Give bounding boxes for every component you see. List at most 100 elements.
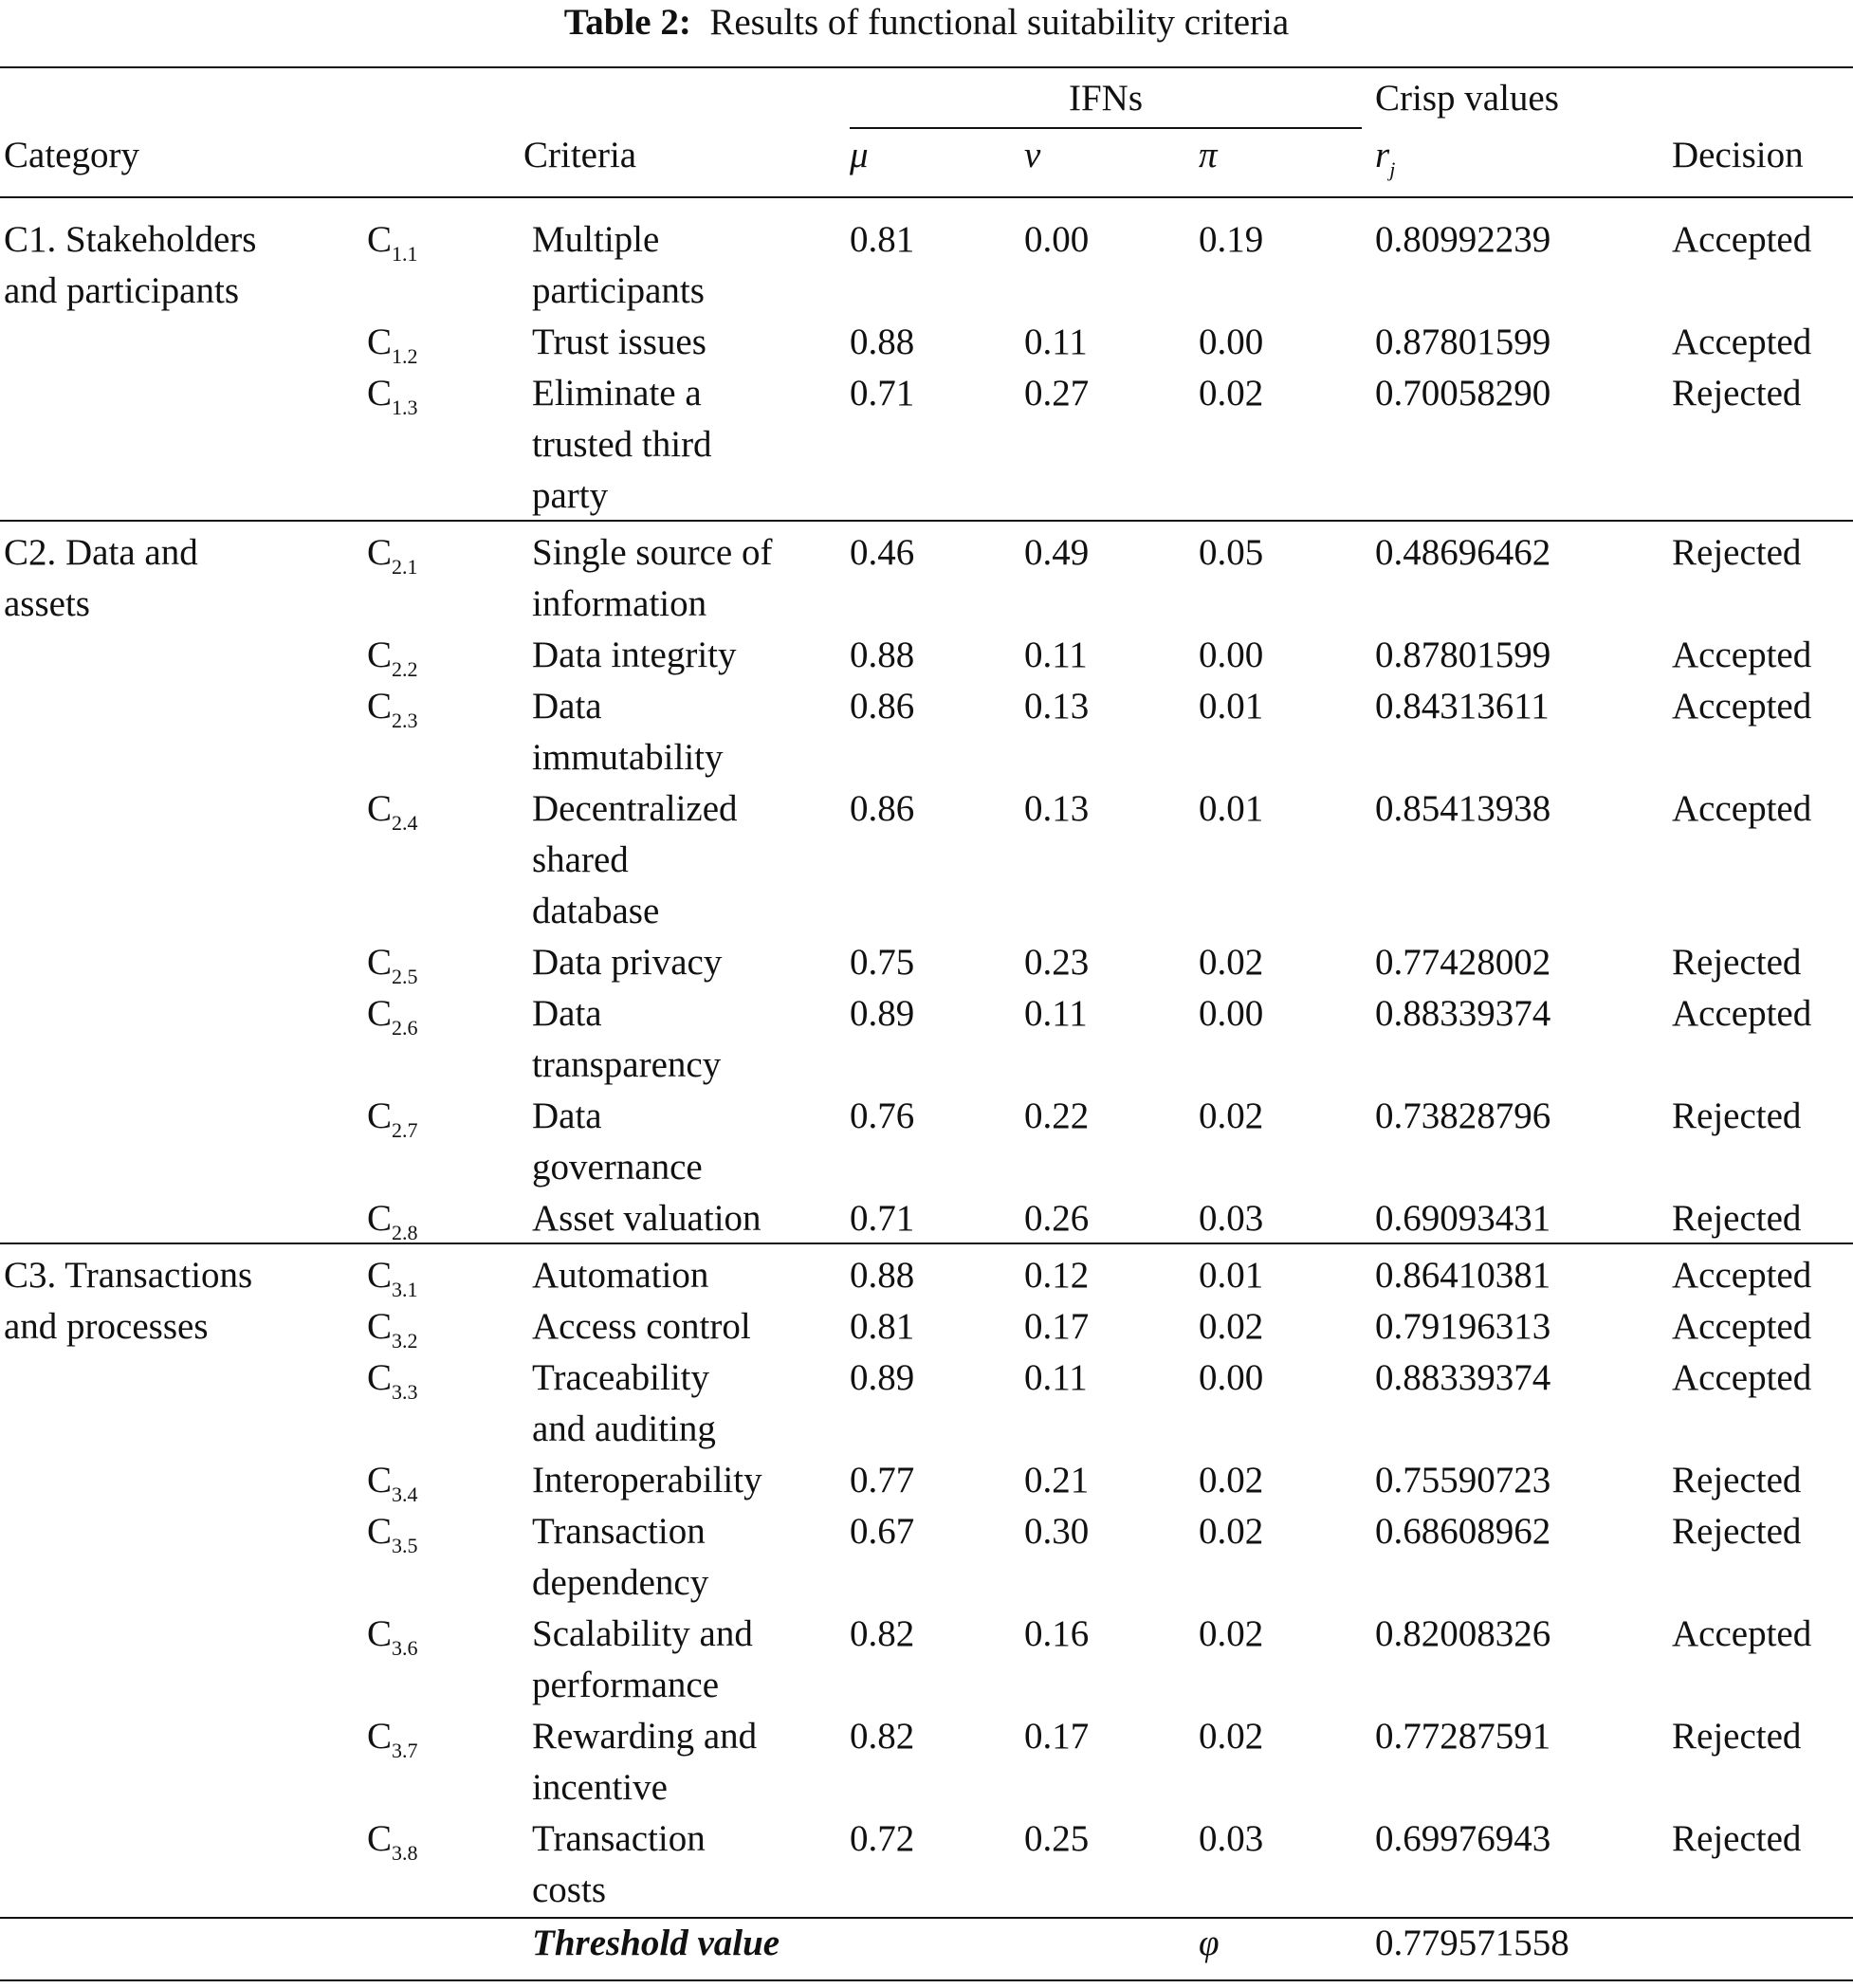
rule	[0, 1917, 1853, 1919]
cell-crisp: 0.80992239	[1375, 219, 1551, 260]
category: C1. Stakeholders	[4, 219, 257, 260]
header-cell: Criteria	[523, 135, 637, 175]
criterion: information	[532, 583, 707, 624]
criterion-code: C2.6	[367, 988, 418, 1040]
criterion-code-base: C	[367, 322, 393, 362]
criterion: performance	[532, 1665, 720, 1705]
cell-decision: Rejected	[1672, 1716, 1802, 1757]
cell-mu: 0.71	[850, 373, 915, 414]
criterion-code-sub: 3.6	[392, 1636, 418, 1660]
criterion-code-sub: 1.2	[392, 344, 418, 368]
cell-mu: 0.72	[850, 1818, 915, 1859]
category: assets	[4, 583, 90, 624]
criterion-code: C2.5	[367, 937, 418, 988]
rule	[0, 196, 1853, 198]
criterion-code-base: C	[367, 219, 393, 260]
cell-mu: 0.75	[850, 942, 915, 983]
cell-nu: 0.12	[1024, 1255, 1090, 1296]
criterion-code-base: C	[367, 373, 393, 414]
cell-nu: 0.11	[1024, 635, 1088, 675]
criterion-code: C3.2	[367, 1301, 418, 1353]
cell-mu: 0.86	[850, 686, 915, 727]
cell-nu: 0.21	[1024, 1460, 1090, 1500]
criterion-code-sub: 1.3	[392, 396, 418, 419]
criterion: Traceability	[532, 1357, 710, 1398]
cell-pi: 0.02	[1199, 1095, 1264, 1136]
cell-crisp: 0.75590723	[1375, 1460, 1551, 1500]
cell-nu: 0.16	[1024, 1613, 1090, 1654]
criterion: Access control	[532, 1306, 751, 1347]
criterion-code-sub: 3.2	[392, 1329, 418, 1353]
cell-pi: 0.03	[1199, 1198, 1264, 1239]
criterion-code-base: C	[367, 1306, 393, 1347]
criterion-code: C2.1	[367, 527, 418, 579]
cell-nu: 0.11	[1024, 322, 1088, 362]
criterion-code: C3.6	[367, 1609, 418, 1660]
cell-mu: 0.82	[850, 1716, 915, 1757]
cell-crisp: 0.84313611	[1375, 686, 1550, 727]
cell-decision: Rejected	[1672, 942, 1802, 983]
criterion: shared	[532, 839, 629, 880]
rule	[0, 520, 1853, 522]
cell-nu: 0.49	[1024, 532, 1090, 573]
header-cell: π	[1199, 135, 1218, 175]
cell-crisp: 0.85413938	[1375, 788, 1551, 829]
cell-mu: 0.88	[850, 322, 915, 362]
cell-crisp: 0.79196313	[1375, 1306, 1551, 1347]
criterion-code: C2.8	[367, 1193, 418, 1244]
criterion: dependency	[532, 1562, 709, 1603]
cell-mu: 0.67	[850, 1511, 915, 1552]
header-cell: μ	[850, 135, 869, 175]
cell-pi: 0.03	[1199, 1818, 1264, 1859]
rule	[850, 127, 1362, 129]
cell-mu: 0.88	[850, 1255, 915, 1296]
criterion-code-sub: 3.4	[392, 1482, 418, 1506]
criterion: party	[532, 475, 609, 516]
cell-crisp: 0.48696462	[1375, 532, 1551, 573]
cell-decision: Accepted	[1672, 635, 1812, 675]
cell-mu: 0.46	[850, 532, 915, 573]
criterion-code-sub: 2.1	[392, 555, 418, 579]
cell-decision: Accepted	[1672, 1357, 1812, 1398]
cell-decision: Accepted	[1672, 1306, 1812, 1347]
cell-nu: 0.13	[1024, 686, 1090, 727]
cell-pi: 0.19	[1199, 219, 1264, 260]
criterion: Transaction	[532, 1818, 706, 1859]
criterion-code-base: C	[367, 1613, 393, 1654]
header-cell: Category	[4, 135, 139, 175]
criterion: Data	[532, 993, 602, 1034]
cell-decision: Accepted	[1672, 686, 1812, 727]
cell-crisp: 0.88339374	[1375, 993, 1551, 1034]
cell-mu: 0.88	[850, 635, 915, 675]
cell-nu: 0.27	[1024, 373, 1090, 414]
criterion-code: C2.3	[367, 681, 418, 732]
criterion: and auditing	[532, 1408, 716, 1449]
cell-pi: 0.02	[1199, 1460, 1264, 1500]
cell-pi: 0.02	[1199, 1511, 1264, 1552]
header-cell: rj	[1375, 130, 1395, 181]
cell-nu: 0.23	[1024, 942, 1090, 983]
threshold-label: Threshold value	[532, 1923, 780, 1963]
criterion-code: C1.2	[367, 317, 418, 368]
criterion-code-sub: 3.7	[392, 1739, 418, 1762]
criterion-code: C3.4	[367, 1455, 418, 1506]
cell-pi: 0.01	[1199, 1255, 1264, 1296]
category: and processes	[4, 1306, 209, 1347]
criterion-code-sub: 2.6	[392, 1016, 418, 1040]
criterion-code-base: C	[367, 686, 393, 727]
cell-crisp: 0.82008326	[1375, 1613, 1551, 1654]
criterion-code: C2.7	[367, 1091, 418, 1142]
cell-pi: 0.02	[1199, 373, 1264, 414]
cell-decision: Rejected	[1672, 1460, 1802, 1500]
criterion: immutability	[532, 737, 724, 778]
header-cell-sub: j	[1389, 157, 1396, 181]
cell-crisp: 0.88339374	[1375, 1357, 1551, 1398]
criterion-code-sub: 2.8	[392, 1221, 418, 1244]
criterion-code-base: C	[367, 993, 393, 1034]
criterion: Data	[532, 686, 602, 727]
cell-decision: Accepted	[1672, 993, 1812, 1034]
cell-decision: Accepted	[1672, 322, 1812, 362]
cell-crisp: 0.73828796	[1375, 1095, 1551, 1136]
criterion: Single source of	[532, 532, 773, 573]
cell-crisp: 0.87801599	[1375, 322, 1551, 362]
